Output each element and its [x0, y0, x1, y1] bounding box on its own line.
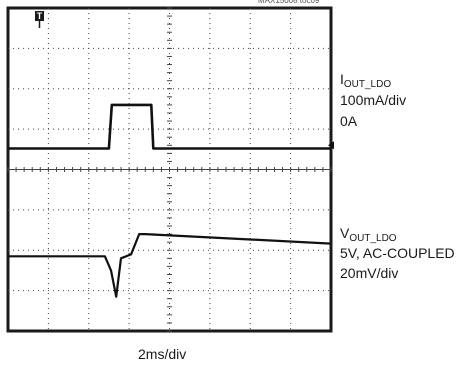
trace2-symbol: V [340, 225, 350, 241]
trace2-scale2: 20mV/div [340, 265, 399, 281]
trace1-subscript: OUT_LDO [343, 79, 392, 90]
grid [7, 7, 332, 332]
trigger-marker-icon: T [35, 11, 44, 28]
trace2-scale: 5V, AC-COUPLED [340, 245, 455, 261]
trace2-subscript: OUT_LDO [349, 233, 397, 244]
trace1-symbol: I [340, 71, 344, 87]
trace-current [8, 103, 331, 150]
figure-id: MAX15008 toc09 [258, 0, 320, 5]
time-per-division: 2ms/div [138, 346, 187, 362]
trace1-reference: 0A [340, 113, 358, 129]
trace-voltage [8, 233, 332, 298]
trace2-label: VOUT_LDO [340, 225, 397, 247]
ground-arrow-icon [328, 141, 334, 150]
svg-text:T: T [37, 11, 43, 21]
traces [8, 103, 334, 298]
trace1-label: IOUT_LDO [340, 71, 391, 93]
trace1-scale: 100mA/div [340, 92, 407, 108]
